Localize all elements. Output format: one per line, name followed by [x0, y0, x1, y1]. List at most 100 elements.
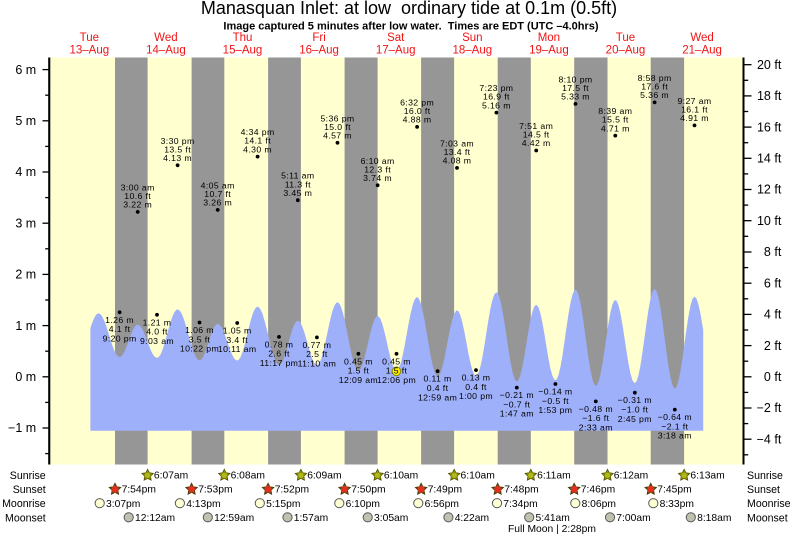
svg-text:Fri: Fri [312, 32, 325, 44]
svg-text:1.26 m: 1.26 m [105, 315, 134, 325]
svg-text:0.11 m: 0.11 m [423, 374, 451, 384]
svg-text:8 ft: 8 ft [764, 245, 782, 259]
svg-text:1:47 am: 1:47 am [500, 409, 534, 419]
svg-text:17.5 ft: 17.5 ft [562, 83, 589, 93]
svg-text:3:00 am: 3:00 am [121, 182, 155, 192]
svg-text:Moonset: Moonset [747, 512, 788, 524]
svg-text:Moonset: Moonset [5, 512, 46, 524]
svg-text:0.45 m: 0.45 m [382, 356, 411, 366]
svg-text:4:05 am: 4:05 am [201, 180, 235, 190]
svg-text:Tue: Tue [616, 32, 635, 44]
svg-text:16 ft: 16 ft [757, 120, 782, 134]
svg-text:4.0 ft: 4.0 ft [146, 327, 168, 337]
svg-text:Sunset: Sunset [747, 484, 780, 496]
svg-text:0.4 ft: 0.4 ft [465, 382, 487, 392]
svg-text:1.06 m: 1.06 m [185, 325, 214, 335]
svg-text:20–Aug: 20–Aug [606, 45, 646, 57]
svg-text:16.0 ft: 16.0 ft [404, 106, 431, 116]
svg-text:4.13 m: 4.13 m [163, 153, 192, 163]
svg-text:15.5 ft: 15.5 ft [602, 115, 629, 125]
svg-text:7:49pm: 7:49pm [428, 485, 462, 496]
svg-text:14.5 ft: 14.5 ft [523, 130, 550, 140]
svg-text:Moonrise: Moonrise [2, 498, 46, 510]
svg-text:2:45 pm: 2:45 pm [618, 414, 652, 424]
svg-text:10.6 ft: 10.6 ft [124, 191, 151, 201]
svg-text:10:11 am: 10:11 am [218, 344, 257, 354]
svg-text:3.22 m: 3.22 m [123, 200, 152, 210]
svg-text:0 m: 0 m [15, 370, 36, 384]
svg-text:Image captured 5 minutes after: Image captured 5 minutes after low water… [223, 20, 598, 32]
svg-text:7:53pm: 7:53pm [198, 485, 232, 496]
svg-text:12 ft: 12 ft [757, 183, 782, 197]
svg-text:−1.6 ft: −1.6 ft [582, 413, 609, 423]
svg-text:14–Aug: 14–Aug [146, 45, 186, 57]
svg-text:6:11am: 6:11am [537, 471, 571, 482]
svg-text:3.74 m: 3.74 m [363, 173, 392, 183]
svg-text:7:46pm: 7:46pm [581, 485, 615, 496]
svg-text:8:39 am: 8:39 am [598, 106, 632, 116]
svg-text:6:09am: 6:09am [307, 471, 341, 482]
svg-text:5:41am: 5:41am [536, 513, 570, 524]
svg-text:4:13pm: 4:13pm [186, 499, 220, 510]
svg-text:−0.14 m: −0.14 m [538, 387, 572, 397]
svg-text:13.4 ft: 13.4 ft [444, 147, 471, 157]
svg-text:4:22am: 4:22am [455, 513, 489, 524]
svg-text:−2.1 ft: −2.1 ft [661, 421, 688, 431]
svg-text:3.4 ft: 3.4 ft [226, 335, 248, 345]
svg-text:−0.64 m: −0.64 m [658, 412, 692, 422]
svg-text:1.21 m: 1.21 m [143, 317, 172, 327]
svg-text:18–Aug: 18–Aug [452, 45, 492, 57]
svg-text:6:12am: 6:12am [614, 471, 648, 482]
svg-text:8:06pm: 8:06pm [582, 499, 616, 510]
svg-text:Wed: Wed [154, 32, 177, 44]
svg-text:12:09 am: 12:09 am [339, 375, 378, 385]
svg-text:−1 m: −1 m [8, 421, 36, 435]
svg-text:0.78 m: 0.78 m [265, 339, 294, 349]
svg-text:6:08am: 6:08am [231, 471, 265, 482]
svg-text:4.88 m: 4.88 m [403, 115, 432, 125]
svg-text:−0.21 m: −0.21 m [500, 390, 534, 400]
svg-text:2 m: 2 m [15, 268, 36, 282]
svg-text:2:33 am: 2:33 am [579, 423, 613, 433]
svg-text:6:10am: 6:10am [461, 471, 495, 482]
svg-text:4:34 pm: 4:34 pm [241, 127, 275, 137]
svg-text:4.91 m: 4.91 m [680, 113, 709, 123]
svg-text:4.1 ft: 4.1 ft [109, 324, 131, 334]
svg-text:5.33 m: 5.33 m [561, 92, 590, 102]
svg-text:2 ft: 2 ft [764, 339, 782, 353]
svg-text:10.7 ft: 10.7 ft [204, 189, 231, 199]
svg-text:3:30 pm: 3:30 pm [161, 136, 195, 146]
svg-text:0.13 m: 0.13 m [462, 373, 491, 383]
svg-text:Sunrise: Sunrise [747, 470, 783, 482]
svg-text:12:12am: 12:12am [135, 513, 175, 524]
svg-text:1.5 ft: 1.5 ft [348, 366, 370, 376]
svg-text:7:48pm: 7:48pm [504, 485, 538, 496]
svg-text:6:56pm: 6:56pm [425, 499, 459, 510]
svg-text:9:27 am: 9:27 am [677, 96, 711, 106]
svg-text:−0.31 m: −0.31 m [618, 395, 652, 405]
svg-text:4.71 m: 4.71 m [601, 123, 630, 133]
svg-text:Sunset: Sunset [13, 484, 46, 496]
svg-text:11:17 pm: 11:17 pm [260, 358, 299, 368]
svg-text:17–Aug: 17–Aug [376, 45, 416, 57]
svg-text:11.3 ft: 11.3 ft [285, 179, 311, 189]
svg-text:−0.7 ft: −0.7 ft [503, 399, 530, 409]
svg-text:3.26 m: 3.26 m [203, 198, 232, 208]
svg-text:13–Aug: 13–Aug [69, 45, 109, 57]
svg-text:8:18am: 8:18am [697, 513, 731, 524]
svg-text:1:00 pm: 1:00 pm [459, 391, 493, 401]
svg-text:6:10pm: 6:10pm [346, 499, 380, 510]
svg-text:Full Moon | 2:28pm: Full Moon | 2:28pm [508, 524, 596, 535]
svg-text:20 ft: 20 ft [757, 58, 782, 72]
svg-text:7:50pm: 7:50pm [351, 485, 385, 496]
svg-text:6 ft: 6 ft [764, 276, 782, 290]
svg-text:12:06 pm: 12:06 pm [377, 375, 416, 385]
svg-text:6:07am: 6:07am [154, 471, 188, 482]
svg-text:4 ft: 4 ft [764, 308, 782, 322]
svg-text:10:22 pm: 10:22 pm [180, 344, 219, 354]
svg-text:1 m: 1 m [15, 319, 36, 333]
svg-text:5:36 pm: 5:36 pm [320, 113, 354, 123]
svg-text:16.9 ft: 16.9 ft [483, 92, 510, 102]
svg-text:14.1 ft: 14.1 ft [244, 136, 271, 146]
svg-text:5 m: 5 m [15, 114, 36, 128]
